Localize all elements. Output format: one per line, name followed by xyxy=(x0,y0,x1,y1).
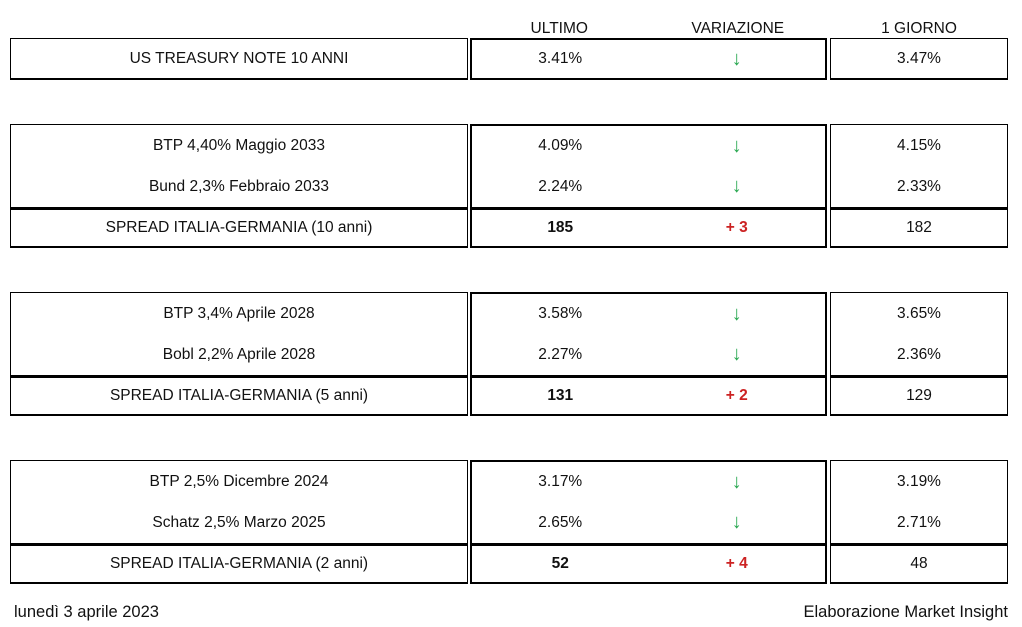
down-arrow-icon: ↓ xyxy=(731,470,742,493)
down-arrow-icon: ↓ xyxy=(731,47,742,70)
bond-label: Bund 2,3% Febbraio 2033 xyxy=(148,177,330,195)
ultimo-value: 3.41% xyxy=(538,50,583,67)
spread-giorno-value: 48 xyxy=(910,555,928,573)
footer-credit: Elaborazione Market Insight xyxy=(803,603,1008,621)
giorno-value: 3.19% xyxy=(897,472,941,490)
down-arrow-icon: ↓ xyxy=(731,343,742,366)
ultimo-value: 2.65% xyxy=(538,513,583,531)
table-header: ULTIMO VARIAZIONE 1 GIORNO xyxy=(10,8,1008,38)
column-header-1-giorno: 1 GIORNO xyxy=(881,20,957,37)
down-arrow-icon: ↓ xyxy=(731,134,742,157)
spread-variazione-value: + 3 xyxy=(725,219,748,236)
spread-ultimo-value: 131 xyxy=(547,387,574,404)
bond-label: BTP 3,4% Aprile 2028 xyxy=(163,304,315,322)
down-arrow-icon: ↓ xyxy=(731,511,742,534)
down-arrow-icon: ↓ xyxy=(731,175,742,198)
ultimo-value: 2.27% xyxy=(538,345,583,363)
column-header-ultimo: ULTIMO xyxy=(530,20,588,37)
down-arrow-icon: ↓ xyxy=(731,302,742,325)
bond-label: Schatz 2,5% Marzo 2025 xyxy=(152,513,326,531)
group-gap xyxy=(10,80,1008,124)
giorno-value: 4.15% xyxy=(897,136,941,154)
spread-ultimo-value: 185 xyxy=(547,219,574,236)
footer-date: lunedì 3 aprile 2023 xyxy=(14,603,159,621)
spread-ultimo-value: 52 xyxy=(551,555,569,572)
ultimo-value: 4.09% xyxy=(538,137,583,155)
ultimo-value: 3.58% xyxy=(538,305,583,323)
group-2-year: BTP 2,5% Dicembre 2024 Schatz 2,5% Marzo… xyxy=(10,460,1008,584)
spread-variazione-value: + 2 xyxy=(725,387,748,404)
footer: lunedì 3 aprile 2023 Elaborazione Market… xyxy=(10,603,1008,622)
giorno-value: 2.71% xyxy=(897,513,941,531)
column-header-variazione: VARIAZIONE xyxy=(691,20,785,37)
ultimo-value: 2.24% xyxy=(538,177,583,195)
spread-variazione-value: + 4 xyxy=(725,555,748,572)
bond-label: US TREASURY NOTE 10 ANNI xyxy=(129,49,349,67)
giorno-value: 2.33% xyxy=(897,177,941,195)
spread-label: SPREAD ITALIA-GERMANIA (10 anni) xyxy=(105,219,373,237)
group-10-year: BTP 4,40% Maggio 2033 Bund 2,3% Febbraio… xyxy=(10,124,1008,248)
treasury-group: US TREASURY NOTE 10 ANNI 3.41% ↓ 3.47% xyxy=(10,38,1008,80)
bond-label: BTP 4,40% Maggio 2033 xyxy=(152,136,326,154)
bond-label: Bobl 2,2% Aprile 2028 xyxy=(162,345,316,363)
ultimo-value: 3.17% xyxy=(538,473,583,491)
bond-label: BTP 2,5% Dicembre 2024 xyxy=(149,472,329,490)
spread-giorno-value: 182 xyxy=(906,219,932,237)
group-gap xyxy=(10,416,1008,460)
spread-label: SPREAD ITALIA-GERMANIA (5 anni) xyxy=(109,387,369,405)
group-gap xyxy=(10,248,1008,292)
giorno-value: 3.47% xyxy=(897,49,941,67)
giorno-value: 3.65% xyxy=(897,304,941,322)
spread-label: SPREAD ITALIA-GERMANIA (2 anni) xyxy=(109,555,369,573)
giorno-value: 2.36% xyxy=(897,345,941,363)
spread-giorno-value: 129 xyxy=(906,387,932,405)
group-5-year: BTP 3,4% Aprile 2028 Bobl 2,2% Aprile 20… xyxy=(10,292,1008,416)
